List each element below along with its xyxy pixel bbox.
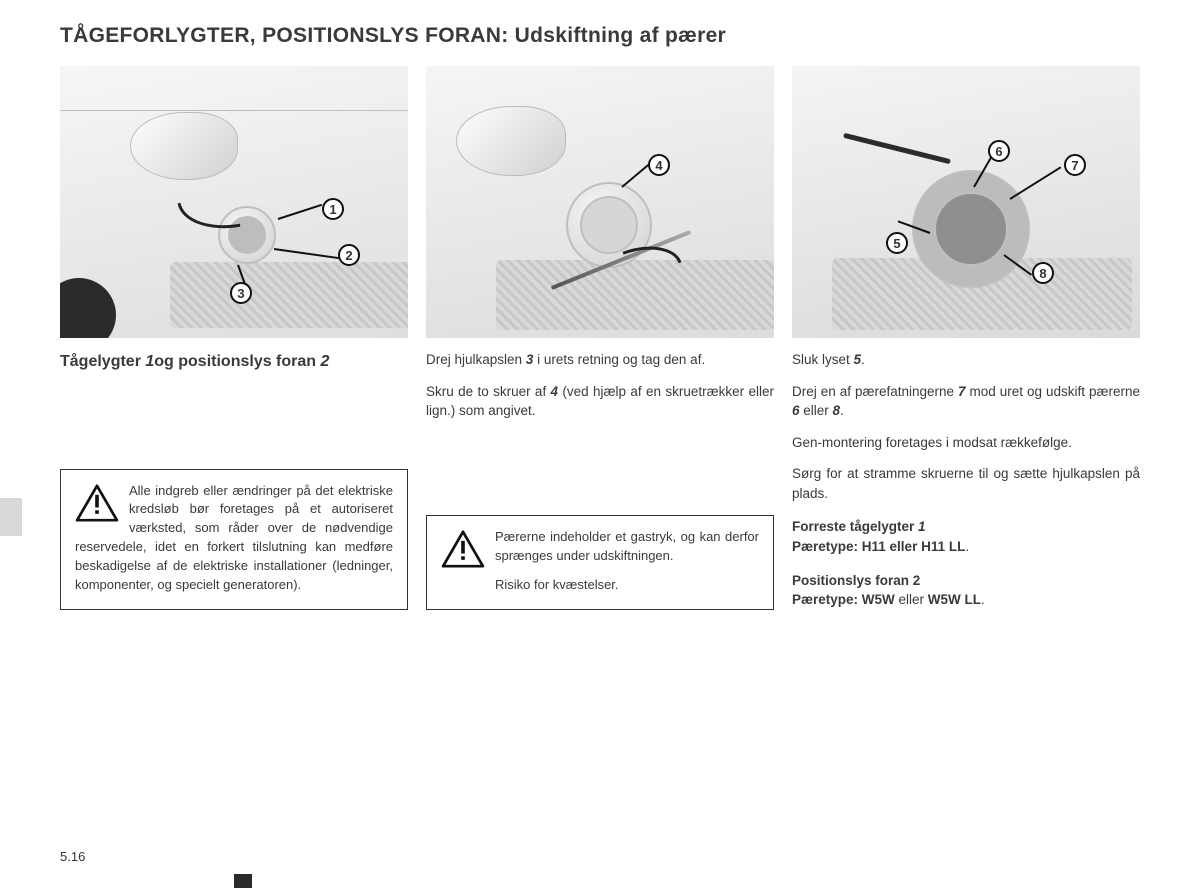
manual-page: TÅGEFORLYGTER, POSITIONSLYS FORAN: Udski… bbox=[0, 0, 1200, 650]
content-columns: 32997 1 2 3 Tågelygter 1og positionslys … bbox=[60, 66, 1140, 610]
figure-3: 33028 5 6 7 8 bbox=[792, 66, 1140, 338]
page-title-main: TÅGEFORLYGTER, POSITIONSLYS FORAN: bbox=[60, 24, 509, 47]
spec-position-light: Positionslys foran 2Pæretype: W5W eller … bbox=[792, 571, 1140, 610]
col3-p3: Gen-montering foretages i modsat rækkefø… bbox=[792, 433, 1140, 453]
page-title: TÅGEFORLYGTER, POSITIONSLYS FORAN: Udski… bbox=[60, 24, 1140, 48]
callout-6: 6 bbox=[988, 140, 1010, 162]
col2-p1: Drej hjulkapslen 3 i urets retning og ta… bbox=[426, 350, 774, 370]
spec-foglight: Forreste tågelygter 1Pæretype: H11 eller… bbox=[792, 517, 1140, 556]
col1-subheading: Tågelygter 1og positionslys foran 2 bbox=[60, 352, 408, 373]
warning-box-bulb: Pærerne indeholder et gastryk, og kan de… bbox=[426, 515, 774, 610]
figure-2: 33027 4 bbox=[426, 66, 774, 338]
side-tab-marker bbox=[0, 498, 22, 536]
callout-3: 3 bbox=[230, 282, 252, 304]
col3-p2: Drej en af pærefatningerne 7 mod uret og… bbox=[792, 382, 1140, 421]
warning-triangle-icon bbox=[441, 530, 485, 574]
col3-p1: Sluk lyset 5. bbox=[792, 350, 1140, 370]
col2-p2: Skru de to skruer af 4 (ved hjælp af en … bbox=[426, 382, 774, 421]
column-1: 32997 1 2 3 Tågelygter 1og positionslys … bbox=[60, 66, 408, 610]
warning-bulb-text: Pærerne indeholder et gastryk, og kan de… bbox=[495, 529, 759, 563]
callout-5: 5 bbox=[886, 232, 908, 254]
callout-8: 8 bbox=[1032, 262, 1054, 284]
warning-bulb-risk: Risiko for kvæstelser. bbox=[441, 576, 759, 595]
page-title-sub: Udskiftning af pærer bbox=[515, 24, 726, 47]
page-number: 5.16 bbox=[60, 849, 85, 864]
callout-7: 7 bbox=[1064, 154, 1086, 176]
column-3: 33028 5 6 7 8 Sluk lyset 5. Drej en af p… bbox=[792, 66, 1140, 610]
bottom-tab-marker bbox=[234, 874, 252, 888]
warning-triangle-icon bbox=[75, 484, 119, 528]
callout-1: 1 bbox=[322, 198, 344, 220]
col3-p4: Sørg for at stramme skruerne til og sætt… bbox=[792, 464, 1140, 503]
callout-4: 4 bbox=[648, 154, 670, 176]
column-2: 33027 4 Drej hjulkapslen 3 i urets retni… bbox=[426, 66, 774, 610]
figure-1: 32997 1 2 3 bbox=[60, 66, 408, 338]
callout-2: 2 bbox=[338, 244, 360, 266]
warning-box-electrical: Alle indgreb eller ændringer på det elek… bbox=[60, 469, 408, 610]
warning-electrical-text: Alle indgreb eller ændringer på det elek… bbox=[75, 483, 393, 592]
